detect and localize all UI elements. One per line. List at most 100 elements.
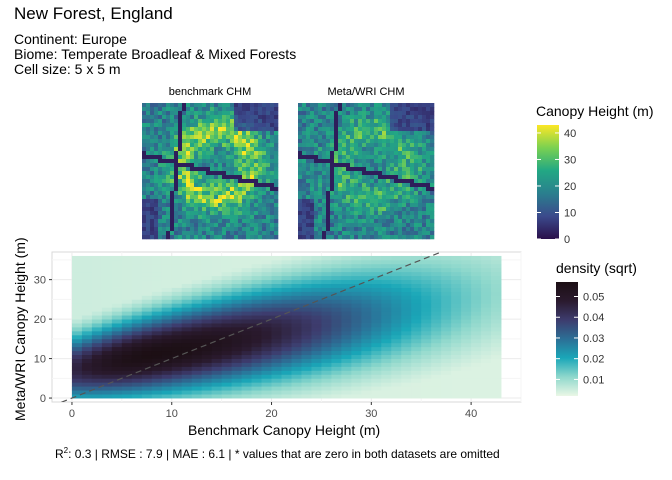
meta-map-cell: [398, 107, 403, 112]
density-cell: [401, 394, 412, 399]
density-cell: [331, 362, 342, 367]
benchmark-map-cell: [154, 111, 159, 116]
density-cell: [491, 386, 502, 391]
density-cell: [381, 315, 392, 320]
density-cell: [301, 279, 312, 284]
benchmark-map-cell: [142, 135, 147, 140]
benchmark-map-cell: [170, 107, 175, 112]
benchmark-map-cell: [250, 127, 255, 132]
meta-map-cell: [338, 111, 343, 116]
meta-map-cell: [306, 119, 311, 124]
meta-map-cell: [430, 155, 435, 160]
density-cell: [351, 263, 362, 269]
density-cell: [381, 330, 392, 336]
meta-map-cell: [430, 123, 435, 128]
meta-map-cell: [366, 171, 371, 176]
meta-map-cell: [342, 151, 347, 156]
meta-map-cell: [318, 195, 323, 200]
density-cell: [461, 374, 472, 379]
benchmark-map-cell: [270, 127, 275, 132]
benchmark-map-cell: [274, 135, 279, 140]
density-cell: [391, 390, 402, 395]
meta-map-cell: [318, 163, 323, 168]
density-cell: [391, 358, 402, 363]
benchmark-map-cell: [270, 211, 275, 216]
density-cell: [331, 382, 342, 387]
density-cell: [81, 287, 93, 292]
meta-map-cell: [326, 187, 331, 192]
benchmark-map-cell: [234, 183, 239, 188]
meta-map-cell: [354, 207, 359, 212]
density-cell: [371, 275, 382, 281]
benchmark-map-cell: [190, 223, 195, 228]
density-cell: [461, 291, 472, 296]
density-cell: [161, 259, 173, 265]
meta-map-cell: [398, 103, 403, 108]
density-cell: [201, 358, 213, 363]
density-cell: [351, 295, 362, 300]
density-cell: [371, 374, 382, 379]
density-cell: [411, 330, 422, 336]
meta-map-cell: [302, 187, 307, 192]
benchmark-map-cell: [186, 135, 191, 140]
density-cell: [171, 299, 183, 304]
meta-map-cell: [374, 179, 379, 184]
benchmark-map-cell: [158, 235, 163, 240]
density-cell: [301, 330, 312, 336]
density-cell: [311, 350, 322, 356]
benchmark-map-cell: [206, 139, 211, 144]
benchmark-map-cell: [258, 123, 263, 128]
density-cell: [351, 378, 362, 383]
meta-map-cell: [310, 199, 315, 204]
density-cell: [131, 267, 143, 273]
density-cell: [211, 323, 223, 328]
density-legend-title: density (sqrt): [556, 260, 637, 276]
meta-map-cell: [334, 215, 339, 220]
benchmark-map-cell: [190, 135, 195, 140]
benchmark-map-cell: [150, 199, 155, 204]
density-cell: [491, 267, 502, 273]
density-cell: [411, 323, 422, 328]
benchmark-map-cell: [250, 123, 255, 128]
density-cell: [231, 362, 242, 367]
meta-map-cell: [406, 147, 411, 152]
meta-map-cell: [314, 139, 319, 144]
benchmark-map-cell: [234, 215, 239, 220]
meta-map-cell: [406, 159, 411, 164]
density-cell: [251, 299, 262, 304]
density-cell: [301, 307, 312, 312]
meta-map-cell: [354, 103, 359, 108]
meta-map-cell: [386, 107, 391, 112]
meta-map-cell: [318, 143, 323, 148]
benchmark-map-cell: [186, 183, 191, 188]
benchmark-map-cell: [218, 207, 223, 212]
density-cell: [81, 315, 93, 320]
benchmark-map-cell: [198, 111, 203, 116]
benchmark-map-cell: [154, 155, 159, 160]
density-cell: [281, 366, 292, 371]
meta-map-cell: [430, 143, 435, 148]
meta-map-cell: [370, 223, 375, 228]
meta-map-cell: [342, 203, 347, 208]
meta-map-cell: [366, 211, 371, 216]
density-cell: [251, 259, 262, 265]
density-cell: [141, 291, 153, 296]
density-cell: [81, 362, 93, 367]
benchmark-map-cell: [258, 103, 263, 108]
density-cell: [401, 271, 412, 277]
benchmark-map-cell: [222, 139, 227, 144]
benchmark-map-cell: [162, 211, 167, 216]
density-cell: [131, 358, 143, 363]
meta-map-cell: [306, 175, 311, 180]
benchmark-map-cell: [170, 167, 175, 172]
meta-map-cell: [374, 111, 379, 116]
benchmark-map-cell: [222, 171, 227, 176]
meta-map-cell: [334, 183, 339, 188]
density-cell: [241, 346, 252, 352]
density-cell: [91, 319, 103, 324]
meta-map-cell: [378, 187, 383, 192]
meta-map-cell: [346, 183, 351, 188]
benchmark-map-cell: [258, 207, 263, 212]
benchmark-map-cell: [222, 183, 227, 188]
benchmark-map-cell: [238, 223, 243, 228]
